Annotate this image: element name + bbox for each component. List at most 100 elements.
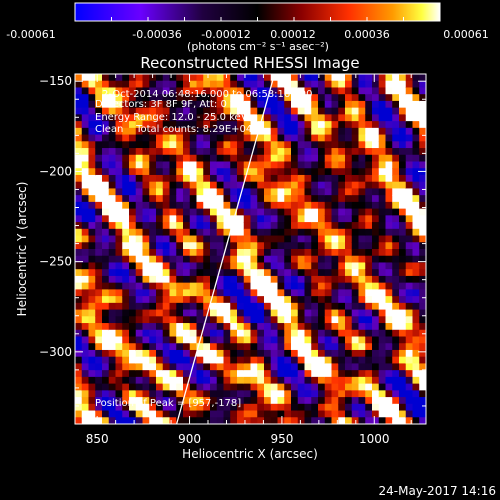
heatmap-cell xyxy=(311,323,319,331)
heatmap-cell xyxy=(284,383,292,391)
heatmap-cell xyxy=(88,201,96,210)
heatmap-cell xyxy=(135,262,144,270)
heatmap-cell xyxy=(372,74,380,82)
heatmap-cell xyxy=(203,127,211,136)
heatmap-cell xyxy=(88,255,96,264)
heatmap-cell xyxy=(115,309,123,317)
heatmap-cell xyxy=(284,94,292,102)
heatmap-cell xyxy=(162,296,171,304)
heatmap-cell xyxy=(419,121,426,129)
heatmap-cell xyxy=(142,87,150,95)
heatmap-cell xyxy=(176,114,184,122)
heatmap-cell xyxy=(291,94,299,102)
heatmap-cell xyxy=(297,403,306,412)
heatmap-cell xyxy=(81,343,90,351)
heatmap-cell xyxy=(257,316,265,324)
heatmap-cell xyxy=(378,215,387,223)
heatmap-cell xyxy=(250,242,258,250)
heatmap-cell xyxy=(122,282,130,290)
heatmap-cell xyxy=(405,87,414,95)
heatmap-cell xyxy=(412,87,420,95)
heatmap-cell xyxy=(95,174,103,183)
heatmap-cell xyxy=(291,148,299,156)
heatmap-cell xyxy=(351,329,360,338)
heatmap-cell xyxy=(270,195,279,203)
heatmap-cell xyxy=(129,309,137,317)
heatmap-cell xyxy=(203,363,211,371)
heatmap-cell xyxy=(183,215,191,223)
heatmap-cell xyxy=(129,275,137,284)
heatmap-cell xyxy=(365,168,373,176)
heatmap-cell xyxy=(405,201,414,210)
heatmap-cell xyxy=(378,329,387,338)
heatmap-cell xyxy=(81,269,90,277)
heatmap-cell xyxy=(149,403,157,412)
heatmap-cell xyxy=(250,289,258,297)
heatmap-cell xyxy=(108,376,117,385)
heatmap-cell xyxy=(318,275,326,284)
heatmap-cell xyxy=(399,309,407,317)
heatmap-cell xyxy=(358,363,366,371)
heatmap-cell xyxy=(277,195,285,203)
heatmap-cell xyxy=(122,114,130,122)
heatmap-cell xyxy=(142,255,150,264)
heatmap-cell xyxy=(264,215,272,223)
heatmap-cell xyxy=(385,363,393,371)
heatmap-cell xyxy=(216,174,225,183)
heatmap-cell xyxy=(392,141,400,149)
heatmap-cell xyxy=(183,329,191,338)
heatmap-cell xyxy=(345,275,353,284)
heatmap-cell xyxy=(203,94,211,102)
heatmap-cell xyxy=(169,370,177,378)
heatmap-cell xyxy=(250,316,258,324)
heatmap-cell xyxy=(223,262,231,270)
heatmap-cell xyxy=(291,201,299,210)
heatmap-cell xyxy=(250,397,258,405)
heatmap-cell xyxy=(135,127,144,136)
heatmap-cell xyxy=(162,356,171,365)
heatmap-cell xyxy=(338,228,346,237)
heatmap-cell xyxy=(210,255,218,264)
heatmap-cell xyxy=(162,168,171,176)
heatmap-cell xyxy=(135,282,144,290)
heatmap-cell xyxy=(122,168,130,176)
heatmap-cell xyxy=(372,296,380,304)
heatmap-cell xyxy=(189,296,198,304)
heatmap-cell xyxy=(183,370,191,378)
heatmap-cell xyxy=(378,383,387,391)
heatmap-cell xyxy=(237,121,245,129)
heatmap-cell xyxy=(88,127,96,136)
heatmap-cell xyxy=(291,376,299,385)
heatmap-cell xyxy=(405,80,414,89)
heatmap-cell xyxy=(223,134,231,142)
heatmap-cell xyxy=(291,121,299,129)
heatmap-cell xyxy=(365,127,373,136)
heatmap-cell xyxy=(304,235,312,243)
heatmap-cell xyxy=(75,302,83,311)
heatmap-cell xyxy=(311,174,319,183)
heatmap-cell xyxy=(210,309,218,317)
heatmap-cell xyxy=(412,154,420,163)
heatmap-cell xyxy=(372,134,380,142)
heatmap-cell xyxy=(324,336,333,344)
heatmap-cell xyxy=(277,262,285,270)
heatmap-cell xyxy=(102,302,110,311)
heatmap-cell xyxy=(351,87,360,95)
heatmap-cell xyxy=(142,188,150,196)
heatmap-cell xyxy=(345,336,353,344)
heatmap-cell xyxy=(385,417,393,424)
heatmap-cell xyxy=(149,296,157,304)
heatmap-cell xyxy=(351,269,360,277)
heatmap-cell xyxy=(419,74,426,82)
heatmap-cell xyxy=(257,397,265,405)
heatmap-cell xyxy=(284,323,292,331)
heatmap-cell xyxy=(338,222,346,230)
colorbar-unit-label: (photons cm⁻² s⁻¹ asec⁻²) xyxy=(187,40,329,53)
heatmap-cell xyxy=(385,323,393,331)
heatmap-cell xyxy=(304,242,312,250)
heatmap-cell xyxy=(419,417,426,424)
heatmap-cell xyxy=(210,188,218,196)
heatmap-cell xyxy=(129,329,137,338)
heatmap-cell xyxy=(189,195,198,203)
heatmap-cell xyxy=(399,235,407,243)
